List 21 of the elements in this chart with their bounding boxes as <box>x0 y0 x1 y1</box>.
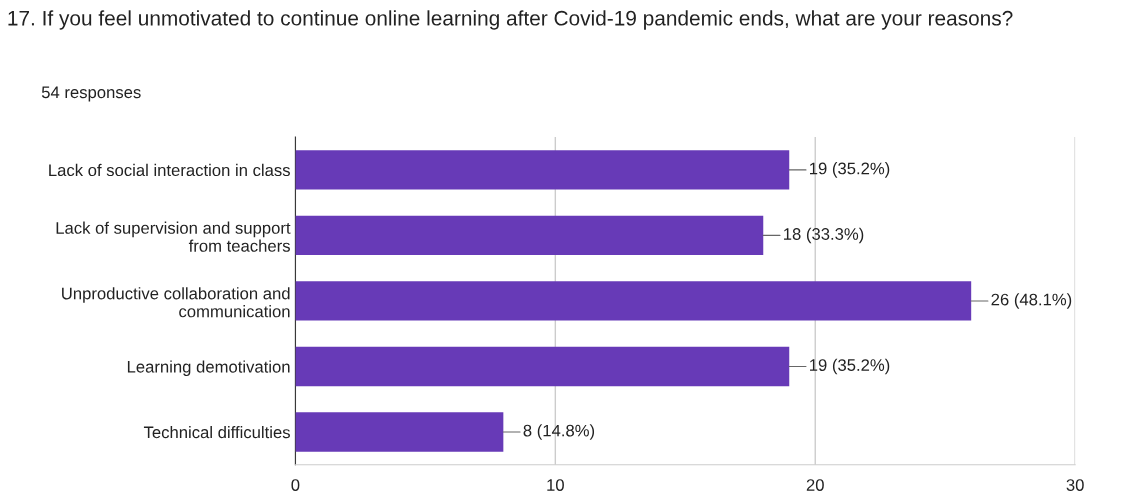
data-label: 18 (33.3%) <box>784 227 864 244</box>
chart-title: 17. If you feel unmotivated to continue online learning after Covid-19 pandemic ends, what are your reasons? <box>8 10 1013 30</box>
bar <box>295 215 764 256</box>
bar <box>295 150 790 190</box>
text: 54 responses <box>41 86 141 102</box>
x-tick-label: 10 <box>547 479 564 491</box>
y-tick-label: Learning demotivation <box>127 360 290 376</box>
x-tick-label: 30 <box>1066 479 1084 491</box>
data-label: 19 (35.2%) <box>810 162 890 178</box>
data-label: 19 (35.2%) <box>810 358 890 375</box>
bar <box>295 281 972 321</box>
data-label: 26 (48.1%) <box>991 293 1072 309</box>
y-tick-label: Lack of social interaction in class <box>49 163 290 177</box>
y-tick-label: Lack of supervision and support from teachers <box>56 221 291 252</box>
bar <box>295 412 504 452</box>
bar <box>295 346 790 387</box>
x-tick-label: 20 <box>806 479 824 491</box>
y-tick-label: Unproductive collaboration and communication <box>62 287 290 318</box>
data-label: 8 (14.8%) <box>523 424 595 440</box>
y-tick-label: Technical difficulties <box>143 426 290 439</box>
x-tick-label: 0 <box>291 479 300 491</box>
